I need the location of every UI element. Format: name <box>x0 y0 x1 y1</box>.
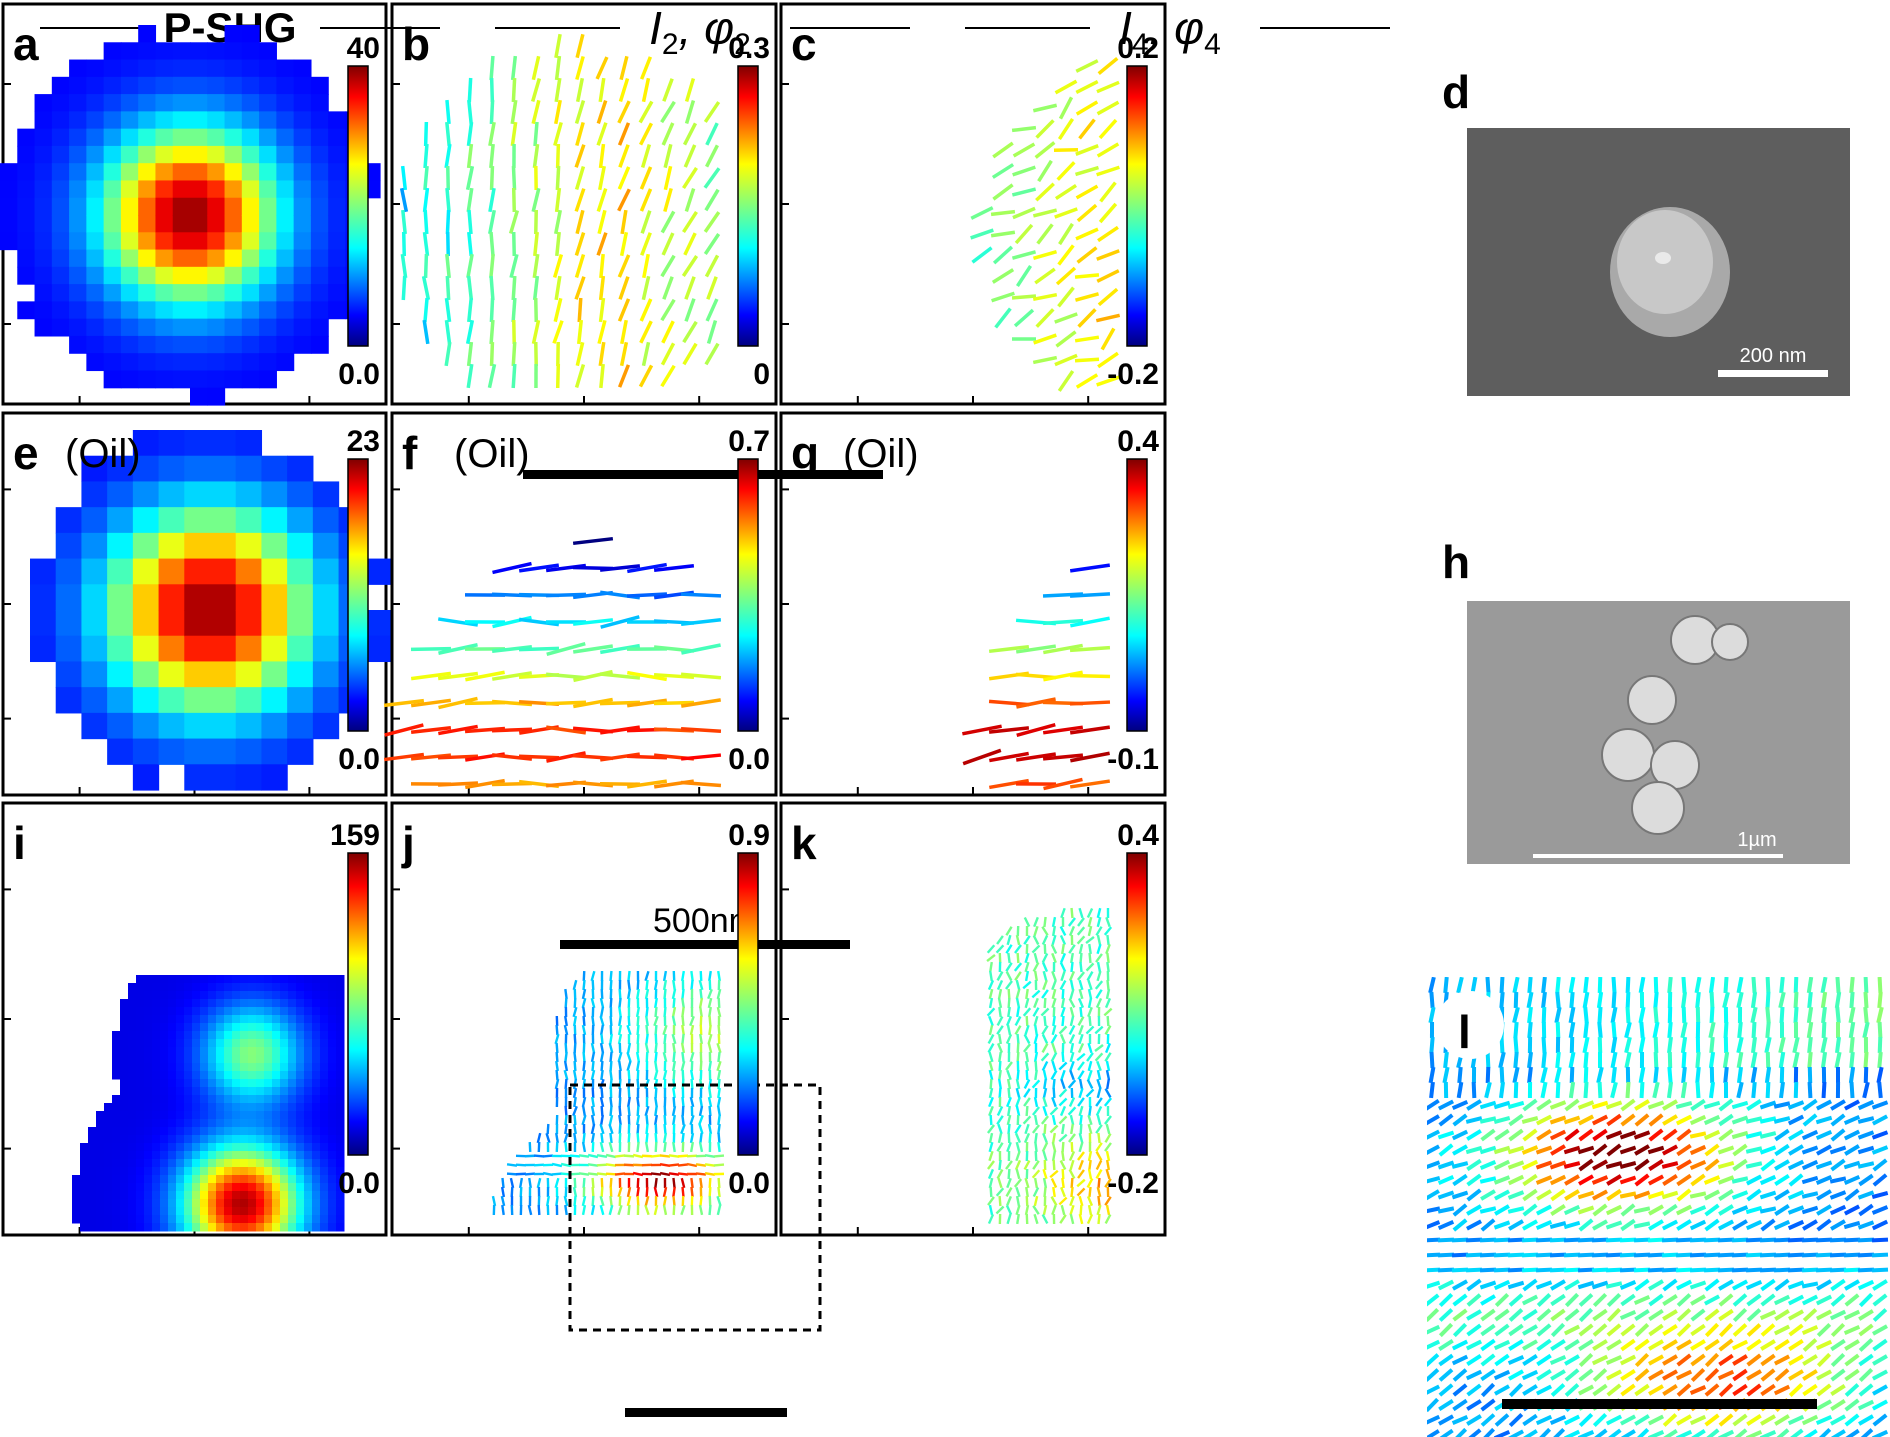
panel-label-f: f <box>402 427 418 479</box>
colorbar-b <box>737 65 759 347</box>
colorbar-min-i: 0.0 <box>338 1167 380 1200</box>
colorbar-max-e: 23 <box>347 425 380 458</box>
colorbar-f <box>737 458 759 732</box>
colorbar-min-k: -0.2 <box>1107 1167 1159 1200</box>
oil-label-g: (Oil) <box>843 432 919 476</box>
heatmap-a <box>0 25 381 406</box>
colorbar-g <box>1126 458 1148 732</box>
axis-ticks-e <box>3 488 311 795</box>
panel-label-b: b <box>402 18 430 70</box>
vector-map-f <box>383 536 722 790</box>
colorbar-min-c: -0.2 <box>1107 358 1159 391</box>
scale-bar-j <box>625 1408 787 1417</box>
colorbar-j <box>737 852 759 1156</box>
axis-ticks-f <box>392 488 701 795</box>
panel-label-bg-l <box>1436 991 1504 1059</box>
colorbar-max-c: 0.2 <box>1117 32 1159 65</box>
panel-label-k: k <box>791 817 817 869</box>
sem-image-d: 200 nm <box>1467 128 1850 396</box>
heatmap-i <box>72 975 345 1232</box>
panel-label-g: g <box>791 427 819 479</box>
colorbar-max-j: 0.9 <box>728 819 770 852</box>
panel-label-l: l <box>1458 1006 1471 1058</box>
axis-ticks-j <box>392 888 701 1235</box>
panel-frame-c <box>779 2 1167 406</box>
vector-map-k <box>986 907 1113 1225</box>
scale-bar-f <box>560 940 850 949</box>
axis-ticks-c <box>781 83 1090 404</box>
colorbar-max-a: 40 <box>347 32 380 65</box>
sem-scale-label-d: 200 nm <box>1740 345 1807 367</box>
scale-bar-b <box>523 470 883 479</box>
panel-label-j: j <box>401 817 415 869</box>
zoom-region-box <box>568 1083 822 1332</box>
colorbar-a <box>347 65 369 347</box>
colorbar-i <box>347 852 369 1156</box>
colorbar-e <box>347 458 369 732</box>
heatmap-e <box>30 430 391 791</box>
vector-map-g <box>962 563 1111 791</box>
vector-map-b <box>399 33 721 389</box>
scale-bar-l <box>1502 1399 1817 1409</box>
title-i2-phi2: I2, φ2 <box>649 2 751 61</box>
oil-label-f: (Oil) <box>454 432 530 476</box>
vector-map-l <box>1427 977 1890 1437</box>
sem-scale-label-h: 1µm <box>1737 829 1776 851</box>
panel-label-a: a <box>13 18 39 70</box>
column-titles: P-SHG I2, φ2 I4, φ4 <box>40 2 1390 61</box>
oil-label-e: (Oil) <box>65 432 141 476</box>
axis-ticks-g <box>781 488 1090 795</box>
colorbar-c <box>1126 65 1148 347</box>
vector-map-j <box>491 970 725 1216</box>
colorbar-min-e: 0.0 <box>338 743 380 776</box>
colorbar-max-f: 0.7 <box>728 425 770 458</box>
title-i4-phi4: I4, φ4 <box>1119 2 1221 61</box>
colorbar-min-b: 0 <box>753 358 770 391</box>
colorbar-min-g: -0.1 <box>1107 743 1159 776</box>
colorbar-max-g: 0.4 <box>1117 425 1159 458</box>
colorbar-max-b: 0.3 <box>728 32 770 65</box>
colorbar-k <box>1126 852 1148 1156</box>
vector-map-c <box>970 57 1121 392</box>
axis-ticks-b <box>392 83 701 404</box>
colorbar-min-j: 0.0 <box>728 1167 770 1200</box>
panel-label-i: i <box>13 817 26 869</box>
panel-label-c: c <box>791 18 817 70</box>
panel-label-h: h <box>1442 536 1470 588</box>
sem-image-h: 1µm <box>1467 601 1850 864</box>
colorbar-min-f: 0.0 <box>728 743 770 776</box>
axis-ticks-k <box>781 888 1090 1235</box>
panel-label-d: d <box>1442 66 1470 118</box>
panel-label-e: e <box>13 427 39 479</box>
colorbar-min-a: 0.0 <box>338 358 380 391</box>
colorbar-max-k: 0.4 <box>1117 819 1159 852</box>
colorbar-max-i: 159 <box>330 819 380 852</box>
